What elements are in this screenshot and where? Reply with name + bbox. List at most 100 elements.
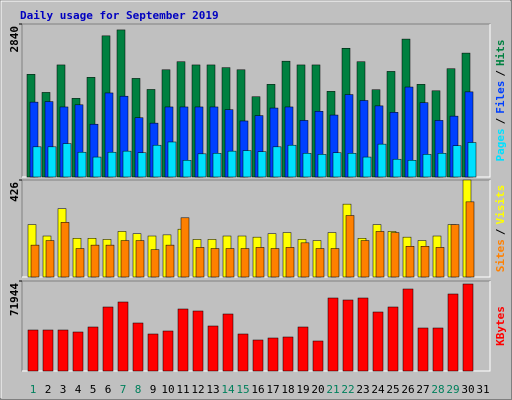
legend-label: KBytes	[494, 306, 507, 346]
bar	[42, 329, 54, 372]
x-tick-label: 5	[90, 383, 97, 396]
bar	[462, 283, 474, 372]
bar	[62, 143, 72, 178]
y-tick-label: 71944	[8, 283, 21, 316]
x-tick-label: 26	[401, 383, 414, 396]
bar	[222, 313, 234, 372]
bar	[282, 336, 294, 372]
x-tick-label: 6	[105, 383, 112, 396]
bar	[195, 247, 205, 278]
bar	[177, 308, 189, 372]
bar	[357, 297, 369, 372]
bar	[267, 337, 279, 372]
bar	[317, 154, 327, 178]
y-tick-label: 2840	[8, 26, 21, 53]
bar	[330, 248, 340, 278]
bar	[162, 330, 174, 372]
bar	[405, 246, 415, 278]
bar	[132, 322, 144, 372]
legend-entry: Hits	[494, 40, 507, 67]
bar	[297, 326, 309, 372]
bar	[167, 141, 177, 178]
x-tick-label: 2	[45, 383, 52, 396]
legend-label: Pages / Files / Hits	[494, 40, 507, 162]
x-tick-label: 14	[221, 383, 235, 396]
bar	[285, 247, 295, 278]
bar	[315, 248, 325, 278]
bar	[422, 154, 432, 178]
bar	[45, 240, 55, 278]
bar	[212, 153, 222, 178]
bar	[450, 224, 460, 278]
bar	[107, 151, 117, 178]
bar	[312, 340, 324, 372]
bar	[242, 150, 252, 178]
bar	[420, 246, 430, 278]
x-tick-label: 29	[446, 383, 459, 396]
x-tick-label: 17	[266, 383, 279, 396]
x-tick-label: 13	[206, 383, 219, 396]
bar	[122, 150, 132, 178]
bar	[360, 240, 370, 278]
x-tick-label: 27	[416, 383, 429, 396]
x-tick-label: 23	[356, 383, 369, 396]
bar	[137, 152, 147, 178]
bar	[432, 327, 444, 372]
bar	[345, 215, 355, 278]
bar	[270, 248, 280, 278]
x-tick-label: 3	[60, 383, 67, 396]
bar	[272, 146, 282, 178]
bar	[147, 333, 159, 372]
legend-entry: Pages	[494, 128, 507, 161]
bar	[180, 217, 190, 278]
chart-title: Daily usage for September 2019	[20, 9, 219, 22]
bar	[30, 244, 40, 278]
x-tick-label: 8	[135, 383, 142, 396]
x-tick-label: 16	[251, 383, 264, 396]
bar	[90, 244, 100, 278]
legend-entry: KBytes	[494, 306, 507, 346]
bar	[150, 249, 160, 278]
x-tick-label: 1	[30, 383, 37, 396]
legend-separator: /	[494, 228, 507, 235]
bar	[465, 201, 475, 278]
bar	[227, 150, 237, 178]
x-tick-label: 22	[341, 383, 354, 396]
bar	[387, 306, 399, 372]
bar	[255, 247, 265, 278]
bar	[332, 152, 342, 178]
x-tick-label: 19	[296, 383, 309, 396]
bar	[302, 153, 312, 178]
bar	[287, 144, 297, 178]
bar	[237, 333, 249, 372]
legend-separator: /	[494, 117, 507, 124]
bar	[327, 297, 339, 372]
bar	[47, 146, 57, 178]
bar	[377, 143, 387, 178]
bar	[252, 339, 264, 372]
bar	[362, 156, 372, 178]
bar	[447, 293, 459, 372]
x-tick-label: 30	[461, 383, 474, 396]
bar	[60, 222, 70, 278]
bar	[87, 326, 99, 372]
bar	[120, 240, 130, 278]
x-tick-label: 10	[161, 383, 174, 396]
bar	[372, 311, 384, 372]
bar	[182, 160, 192, 178]
legend-entry: Files	[494, 81, 507, 114]
x-tick-label: 4	[75, 383, 82, 396]
bar	[452, 145, 462, 178]
x-tick-label: 20	[311, 383, 324, 396]
bar	[390, 232, 400, 278]
x-tick-label: 15	[236, 383, 249, 396]
bar	[257, 151, 267, 178]
bar	[75, 248, 85, 278]
x-tick-label: 12	[191, 383, 204, 396]
bar	[135, 240, 145, 278]
x-tick-label: 31	[476, 383, 489, 396]
legend-separator: /	[494, 70, 507, 77]
bar	[417, 327, 429, 372]
bar	[105, 244, 115, 278]
